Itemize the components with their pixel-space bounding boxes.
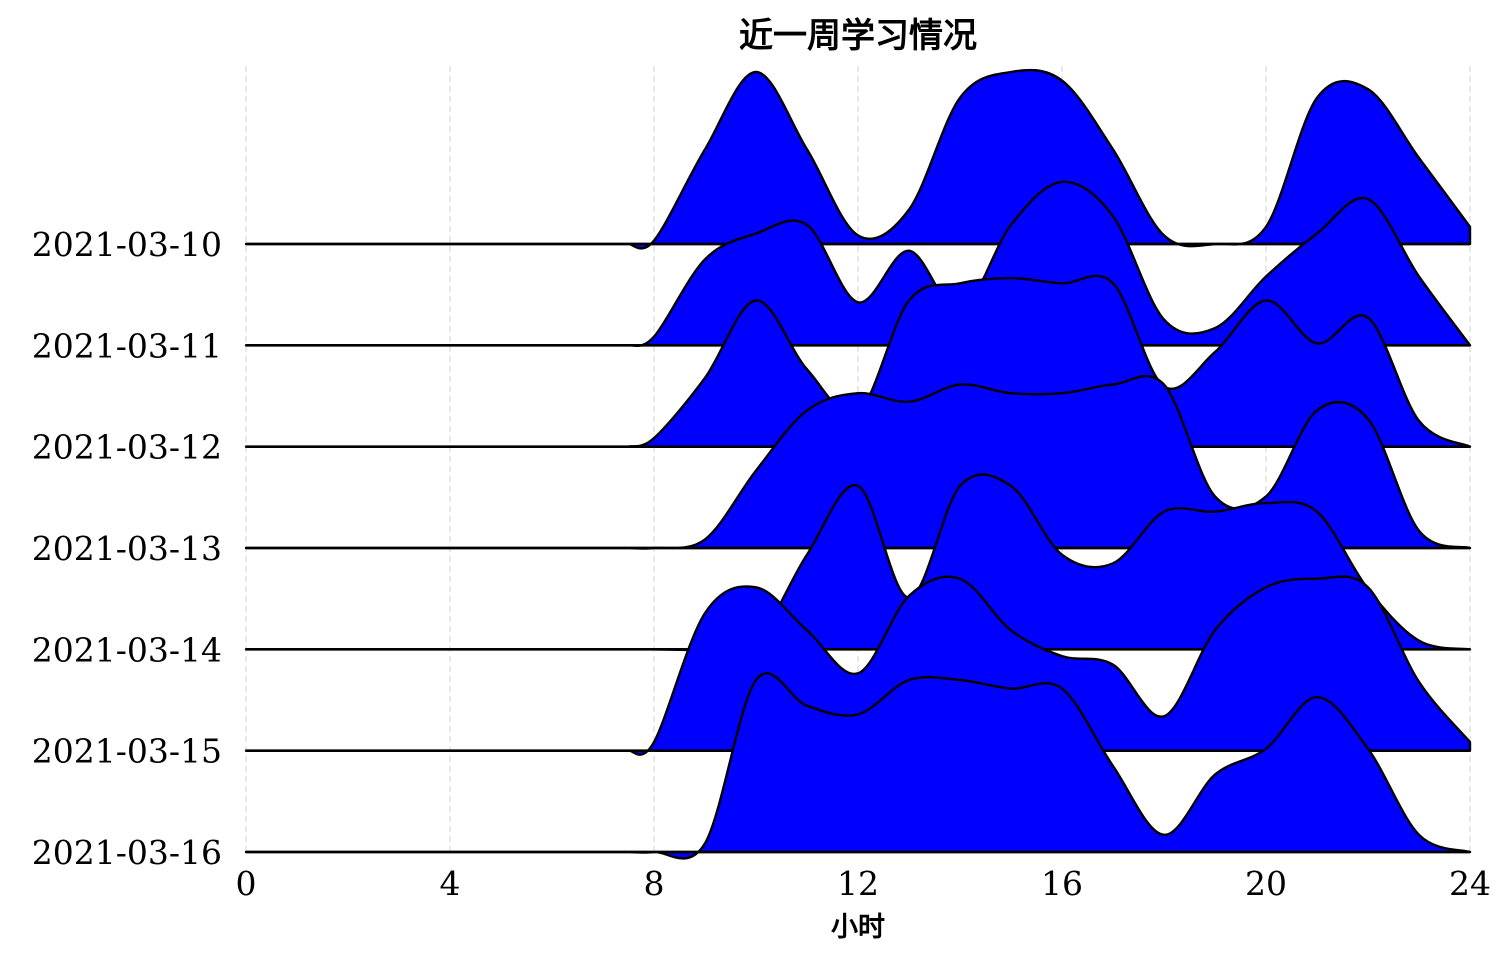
x-tick-label: 4 [440, 864, 461, 903]
y-tick-label: 2021-03-10 [32, 225, 222, 264]
y-tick-label: 2021-03-13 [32, 529, 222, 568]
x-tick-label: 0 [236, 864, 257, 903]
y-tick-label: 2021-03-14 [32, 630, 222, 669]
x-tick-label: 8 [644, 864, 665, 903]
y-tick-label: 2021-03-11 [32, 326, 222, 365]
x-axis-label: 小时 [831, 912, 885, 943]
x-tick-label: 24 [1449, 864, 1491, 903]
chart-title: 近一周学习情况 [739, 16, 977, 56]
y-tick-label: 2021-03-15 [32, 732, 222, 771]
x-tick-label: 12 [837, 864, 879, 903]
x-axis-ticks: 0 4 8 12 16 20 24 [236, 864, 1492, 903]
ridge-area [244, 374, 1472, 550]
y-tick-label: 2021-03-12 [32, 428, 222, 467]
ridges [244, 68, 1472, 860]
ridge-2021-03-16 [244, 672, 1472, 860]
x-tick-label: 16 [1041, 864, 1083, 903]
y-axis-ticks: 2021-03-10 2021-03-11 2021-03-12 2021-03-13… [32, 225, 222, 872]
x-tick-label: 20 [1245, 864, 1287, 903]
ridge-area [244, 672, 1472, 860]
y-tick-label: 2021-03-16 [32, 833, 222, 872]
